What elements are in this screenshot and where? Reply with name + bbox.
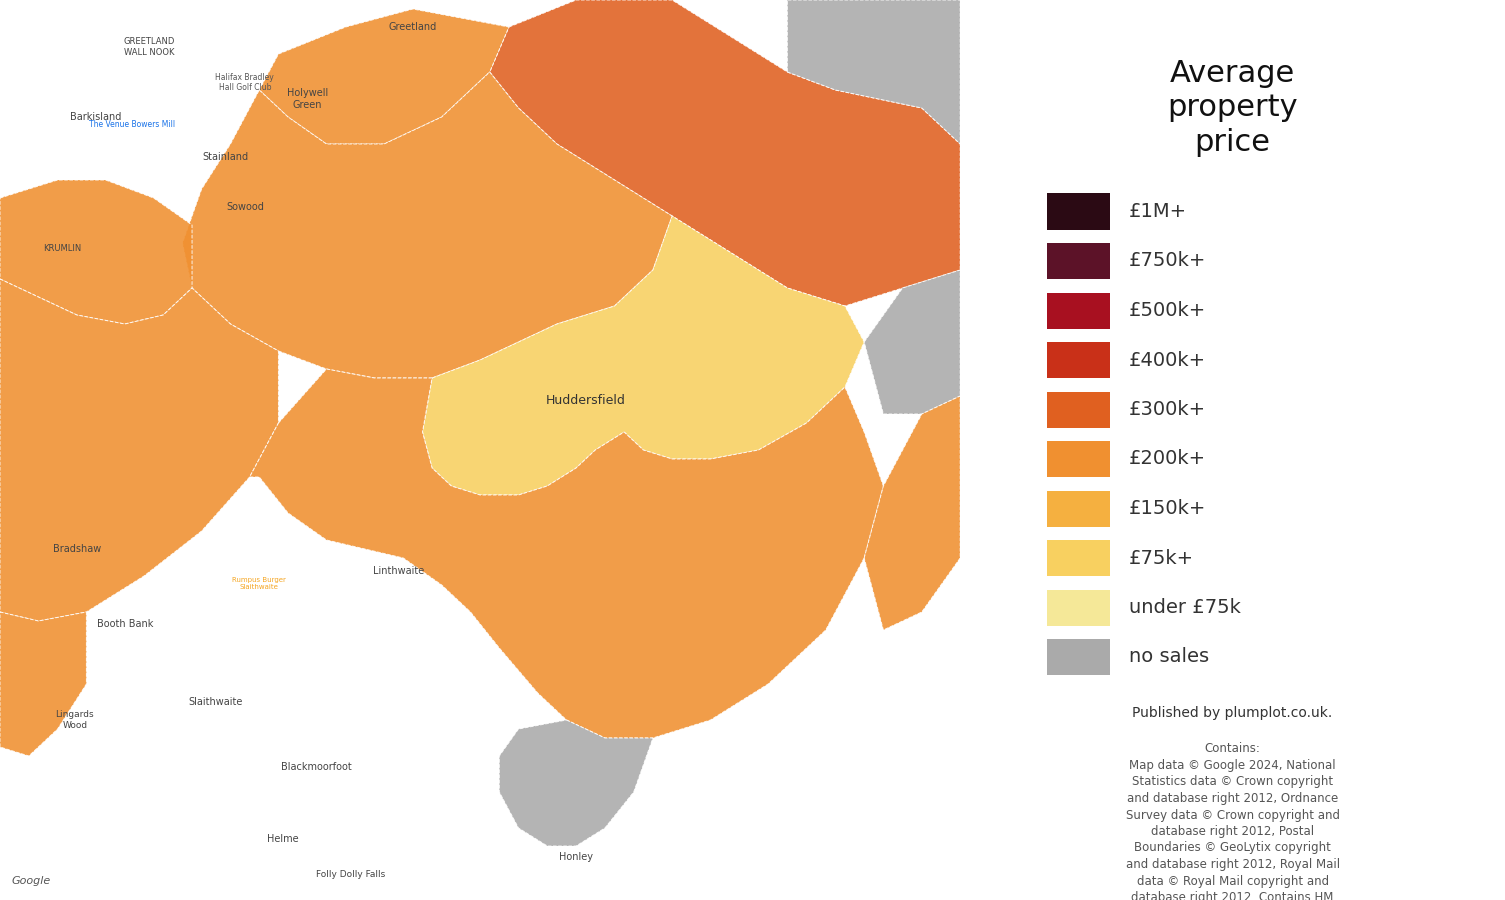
Text: The Venue Bowers Mill: The Venue Bowers Mill (89, 120, 176, 129)
Polygon shape (0, 279, 278, 621)
Text: Holywell
Green: Holywell Green (286, 88, 328, 110)
Text: £150k+: £150k+ (1129, 499, 1207, 518)
Text: Average
property
price: Average property price (1168, 58, 1297, 157)
Text: Honley: Honley (560, 851, 593, 862)
Bar (1047, 194, 1111, 230)
Bar (1047, 441, 1111, 477)
Bar (1047, 392, 1111, 428)
Text: Huddersfield: Huddersfield (546, 394, 626, 407)
Text: Halifax Bradley
Hall Golf Club: Halifax Bradley Hall Golf Club (215, 73, 274, 93)
Polygon shape (0, 612, 86, 756)
Text: Google: Google (12, 876, 51, 886)
Polygon shape (423, 216, 864, 495)
Text: £75k+: £75k+ (1129, 548, 1193, 568)
Text: Folly Dolly Falls: Folly Dolly Falls (316, 870, 385, 879)
Text: £400k+: £400k+ (1129, 350, 1206, 370)
Text: Slaithwaite: Slaithwaite (188, 697, 244, 707)
Text: no sales: no sales (1129, 647, 1209, 667)
Text: Barkisland: Barkisland (71, 112, 122, 122)
Polygon shape (864, 396, 960, 630)
Text: Published by plumplot.co.uk.: Published by plumplot.co.uk. (1132, 706, 1333, 721)
Text: Linthwaite: Linthwaite (373, 566, 424, 577)
Bar (1047, 243, 1111, 279)
Text: Booth Bank: Booth Bank (96, 618, 154, 629)
Bar (1047, 292, 1111, 328)
Text: Bradshaw: Bradshaw (53, 544, 101, 554)
Polygon shape (0, 180, 193, 324)
Polygon shape (864, 270, 960, 414)
Text: Lingards
Wood: Lingards Wood (56, 710, 95, 730)
Text: £500k+: £500k+ (1129, 301, 1207, 320)
Bar (1047, 342, 1111, 378)
Text: Stainland: Stainland (203, 152, 248, 163)
Text: under £75k: under £75k (1129, 598, 1242, 617)
Bar (1047, 590, 1111, 625)
Text: GREETLAND
WALL NOOK: GREETLAND WALL NOOK (123, 37, 175, 57)
Polygon shape (259, 9, 509, 144)
Text: Rumpus Burger
Slaithwaite: Rumpus Burger Slaithwaite (232, 577, 286, 590)
Text: £1M+: £1M+ (1129, 202, 1187, 221)
Text: Blackmoorfoot: Blackmoorfoot (281, 761, 352, 772)
Text: KRUMLIN: KRUMLIN (44, 244, 81, 253)
Polygon shape (787, 0, 960, 144)
Text: £200k+: £200k+ (1129, 449, 1206, 469)
Polygon shape (250, 369, 883, 738)
Polygon shape (500, 720, 653, 846)
Text: £750k+: £750k+ (1129, 251, 1207, 271)
Text: Contains:
Map data © Google 2024, National
Statistics data © Crown copyright
and: Contains: Map data © Google 2024, Nation… (1126, 742, 1339, 900)
Bar (1047, 540, 1111, 576)
Bar (1047, 639, 1111, 675)
Text: Helme: Helme (268, 833, 299, 844)
Bar (1047, 491, 1111, 526)
Text: Sowood: Sowood (226, 202, 263, 212)
Polygon shape (182, 72, 673, 378)
Text: Greetland: Greetland (388, 22, 436, 32)
Polygon shape (489, 0, 960, 306)
Text: £300k+: £300k+ (1129, 400, 1206, 419)
